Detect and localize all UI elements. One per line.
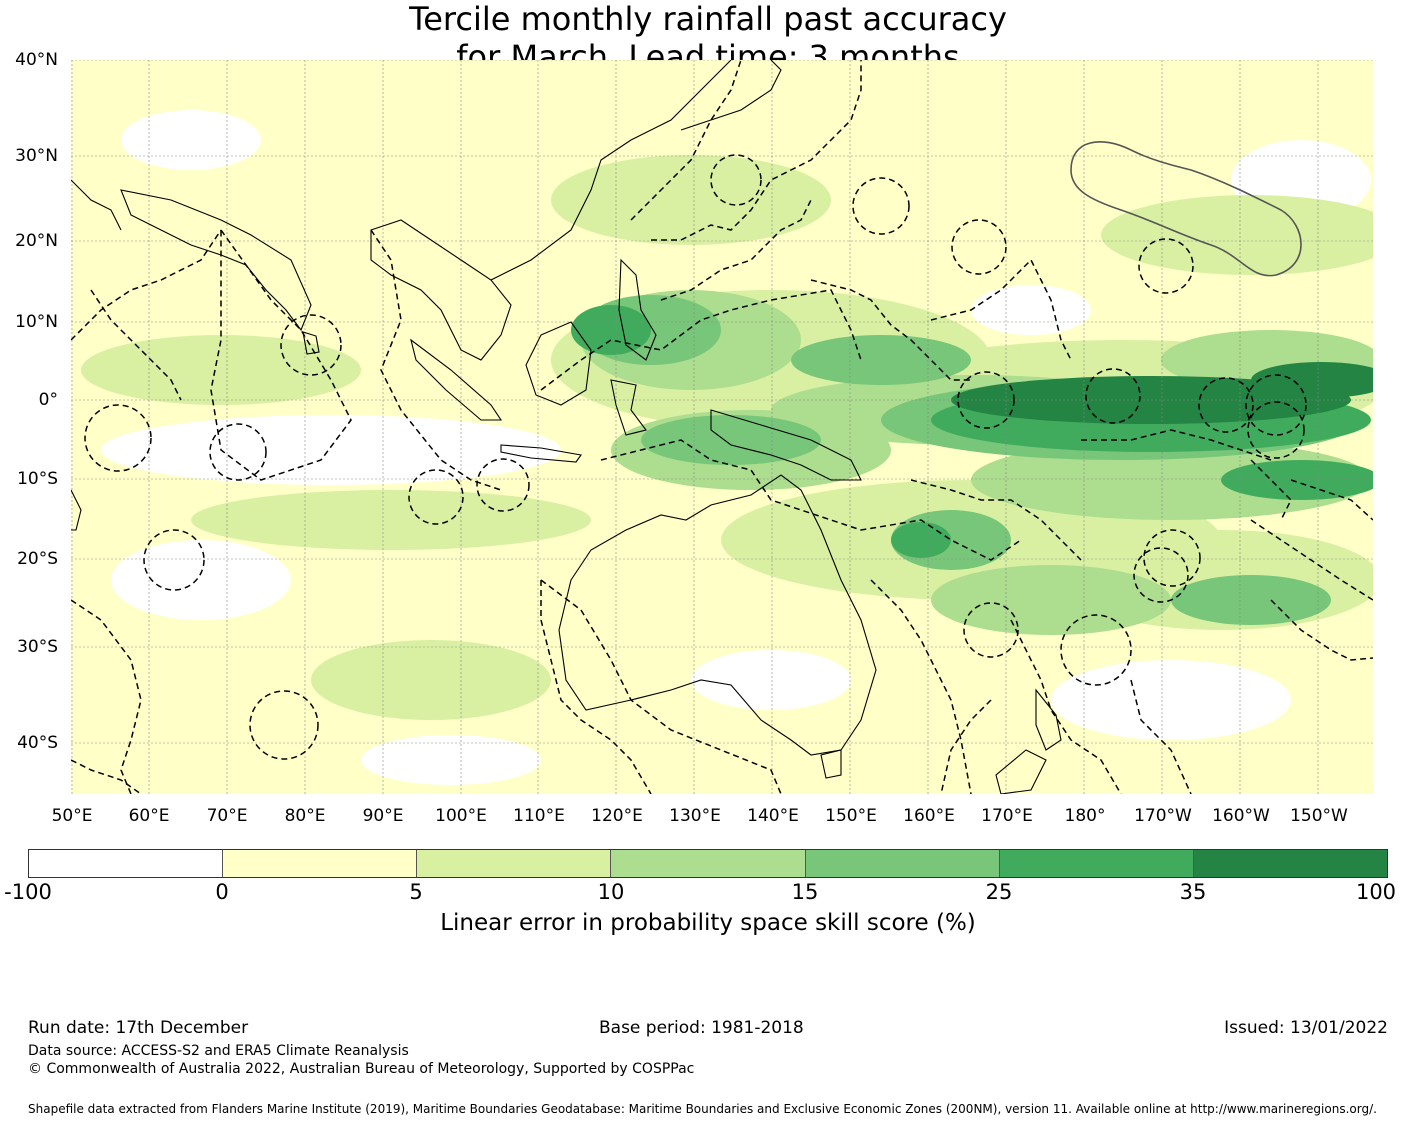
- copyright: © Commonwealth of Australia 2022, Austra…: [28, 1061, 695, 1077]
- southeast-asia-coastline: [370, 219, 512, 361]
- lat-tick-20n: 20°N: [15, 231, 58, 251]
- lon-tick-80e: 80°E: [284, 806, 326, 826]
- lon-tick-50e: 50°E: [51, 806, 93, 826]
- negative-skill-areas: [101, 110, 1371, 785]
- colorbar-label-15: 15: [791, 880, 819, 904]
- sulawesi-coastline: [610, 379, 647, 436]
- lon-tick-160e: 160°E: [903, 806, 955, 826]
- issued-date: Issued: 13/01/2022: [1224, 1018, 1388, 1038]
- lon-tick-170w: 170°W: [1134, 806, 1192, 826]
- lat-tick-10n: 10°N: [15, 312, 58, 332]
- eez-boundaries: [71, 60, 1373, 794]
- skill-map: [71, 60, 1373, 794]
- java-coastline: [500, 444, 582, 463]
- run-date: Run date: 17th December: [28, 1018, 249, 1038]
- colorbar-segment-35-100: [1193, 850, 1387, 877]
- new-zealand-south-coastline: [995, 749, 1047, 794]
- india-coastline: [120, 189, 312, 332]
- lat-tick-20s: 20°S: [17, 549, 58, 569]
- lon-tick-160w: 160°W: [1212, 806, 1270, 826]
- shapefile-credit: Shapefile data extracted from Flanders M…: [28, 1102, 1377, 1116]
- lat-tick-30n: 30°N: [15, 146, 58, 166]
- colorbar-label-0: 0: [215, 880, 229, 904]
- lon-tick-60e: 60°E: [128, 806, 170, 826]
- colorbar-label-5: 5: [409, 880, 423, 904]
- lon-tick-150e: 150°E: [825, 806, 877, 826]
- colorbar-label-neg100: -100: [4, 880, 52, 904]
- gridlines: [71, 60, 1373, 794]
- japan-coastline: [680, 60, 782, 131]
- colorbar-segment-neg100-0: [29, 850, 224, 877]
- lat-tick-10s: 10°S: [17, 469, 58, 489]
- colorbar: [28, 849, 1388, 878]
- base-period: Base period: 1981-2018: [599, 1018, 804, 1038]
- china-coastline: [490, 60, 732, 281]
- sri-lanka-coastline: [302, 331, 320, 355]
- arabia-coastline: [71, 179, 122, 231]
- lon-tick-140e: 140°E: [747, 806, 799, 826]
- coastlines: [71, 60, 1062, 794]
- borneo-coastline: [525, 321, 592, 406]
- sumatra-coastline: [410, 338, 503, 421]
- colorbar-segment-0-5: [223, 850, 418, 877]
- new-zealand-coastline: [1035, 688, 1062, 751]
- lat-tick-0: 0°: [38, 390, 58, 410]
- data-source: Data source: ACCESS-S2 and ERA5 Climate …: [28, 1043, 409, 1059]
- lat-tick-30s: 30°S: [17, 637, 58, 657]
- lon-tick-180: 180°: [1064, 806, 1106, 826]
- philippines-coastline: [618, 258, 657, 361]
- lon-tick-100e: 100°E: [435, 806, 487, 826]
- lon-tick-170e: 170°E: [981, 806, 1033, 826]
- lat-tick-40s: 40°S: [17, 733, 58, 753]
- colorbar-segment-15-25: [805, 850, 1000, 877]
- colorbar-title: Linear error in probability space skill …: [440, 910, 976, 936]
- lon-tick-120e: 120°E: [591, 806, 643, 826]
- colorbar-segment-5-10: [417, 850, 612, 877]
- colorbar-segment-25-35: [999, 850, 1194, 877]
- colorbar-segment-10-15: [611, 850, 806, 877]
- colorbar-label-100: 100: [1355, 880, 1397, 904]
- colorbar-label-10: 10: [597, 880, 625, 904]
- lon-tick-130e: 130°E: [669, 806, 721, 826]
- map-title-line-1: Tercile monthly rainfall past accuracy: [409, 0, 1007, 38]
- tasmania-coastline: [820, 749, 842, 779]
- lon-tick-150w: 150°W: [1290, 806, 1348, 826]
- new-guinea-coastline: [710, 409, 862, 481]
- lon-tick-70e: 70°E: [206, 806, 248, 826]
- colorbar-label-25: 25: [985, 880, 1013, 904]
- hawaii-eez-boundary: [1070, 141, 1302, 277]
- lon-tick-90e: 90°E: [362, 806, 404, 826]
- lat-tick-40n: 40°N: [15, 50, 58, 70]
- madagascar-coastline: [71, 489, 82, 531]
- skill-map-svg: [71, 60, 1373, 794]
- australia-coastline: [558, 474, 877, 756]
- lon-tick-110e: 110°E: [513, 806, 565, 826]
- colorbar-label-35: 35: [1179, 880, 1207, 904]
